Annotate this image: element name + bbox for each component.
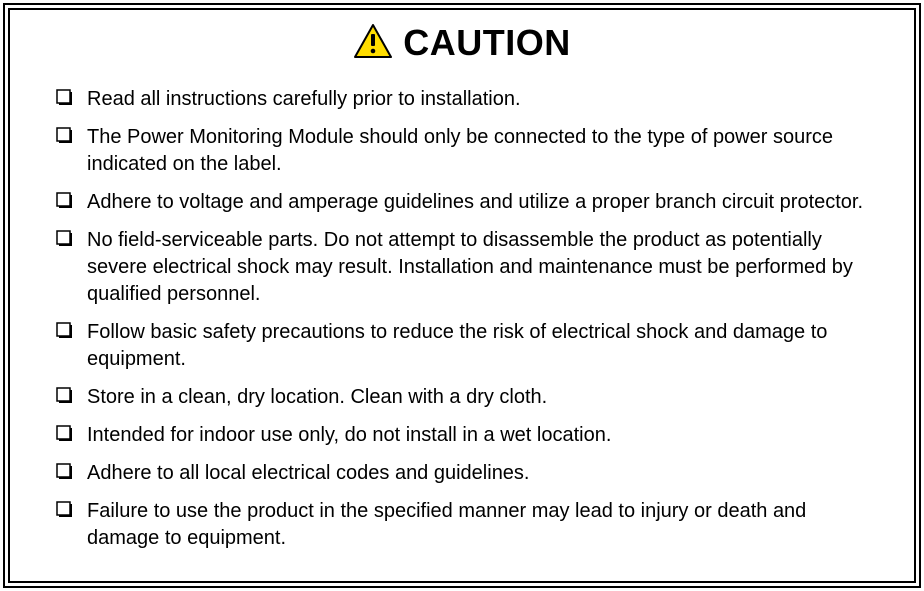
checkbox-bullet-icon — [56, 387, 73, 409]
list-item: Adhere to all local electrical codes and… — [56, 460, 884, 487]
checkbox-bullet-icon — [56, 322, 73, 344]
checkbox-bullet-icon — [56, 425, 73, 447]
caution-box-outer: CAUTION Read all instructions carefully … — [3, 3, 921, 588]
item-text: No field-serviceable parts. Do not attem… — [87, 227, 884, 308]
checkbox-bullet-icon — [56, 501, 73, 523]
checkbox-bullet-icon — [56, 463, 73, 485]
list-item: Adhere to voltage and amperage guideline… — [56, 189, 884, 216]
list-item: Failure to use the product in the specif… — [56, 498, 884, 552]
item-text: Adhere to voltage and amperage guideline… — [87, 189, 863, 216]
item-text: Intended for indoor use only, do not ins… — [87, 422, 611, 449]
item-text: Store in a clean, dry location. Clean wi… — [87, 384, 547, 411]
list-item: Intended for indoor use only, do not ins… — [56, 422, 884, 449]
list-item: Read all instructions carefully prior to… — [56, 86, 884, 113]
caution-title: CAUTION — [403, 22, 571, 64]
list-item: Follow basic safety precautions to reduc… — [56, 319, 884, 373]
checkbox-bullet-icon — [56, 230, 73, 252]
checkbox-bullet-icon — [56, 127, 73, 149]
list-item: Store in a clean, dry location. Clean wi… — [56, 384, 884, 411]
checkbox-bullet-icon — [56, 89, 73, 111]
list-item: No field-serviceable parts. Do not attem… — [56, 227, 884, 308]
item-text: Adhere to all local electrical codes and… — [87, 460, 530, 487]
caution-box-inner: CAUTION Read all instructions carefully … — [8, 8, 916, 583]
caution-header: CAUTION — [40, 22, 884, 64]
caution-list: Read all instructions carefully prior to… — [40, 86, 884, 552]
list-item: The Power Monitoring Module should only … — [56, 124, 884, 178]
warning-triangle-icon — [353, 23, 393, 64]
checkbox-bullet-icon — [56, 192, 73, 214]
item-text: Failure to use the product in the specif… — [87, 498, 884, 552]
item-text: Follow basic safety precautions to reduc… — [87, 319, 884, 373]
item-text: Read all instructions carefully prior to… — [87, 86, 521, 113]
item-text: The Power Monitoring Module should only … — [87, 124, 884, 178]
